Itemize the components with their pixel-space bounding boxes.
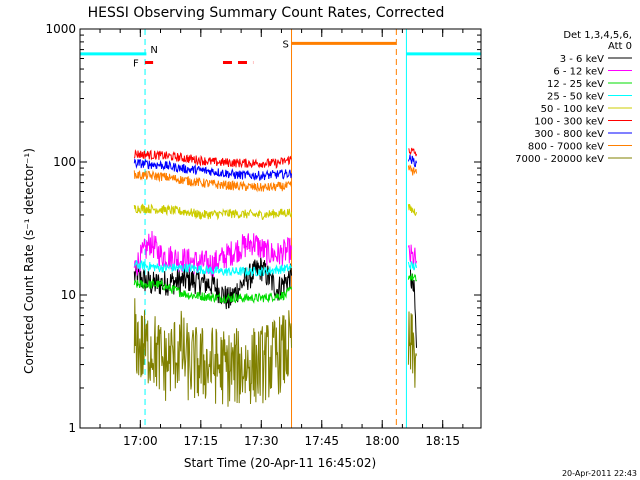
legend-title: Det 1,3,4,5,6, <box>563 30 632 41</box>
series-line <box>133 170 292 193</box>
legend-entry-label: 800 - 7000 keV <box>528 142 604 153</box>
y-tick-label: 1000 <box>45 22 76 36</box>
legend-entry-label: 25 - 50 keV <box>547 92 604 103</box>
plot-frame <box>79 28 482 429</box>
legend: Det 1,3,4,5,6,Att 0 3 - 6 keV 6 - 12 keV12… <box>515 30 632 165</box>
series-line <box>409 267 417 348</box>
series-line <box>407 154 417 168</box>
series-line <box>133 158 292 181</box>
y-tick-label: 1 <box>68 421 76 435</box>
series-line <box>407 244 417 267</box>
legend-title: Att 0 <box>608 41 632 52</box>
series-line <box>133 298 292 407</box>
series-line <box>133 149 292 169</box>
series-line <box>407 164 417 176</box>
y-axis-label: Corrected Count Rate (s⁻¹ detector⁻¹) <box>22 148 36 374</box>
series-line <box>407 311 417 388</box>
x-tick-label: 18:00 <box>365 434 400 448</box>
saa-flag-label: S <box>283 39 289 50</box>
series-line <box>133 260 292 278</box>
night-flag-label: N <box>150 45 157 56</box>
series-line <box>407 204 417 217</box>
series-line <box>407 273 417 282</box>
y-tick-label: 100 <box>53 155 76 169</box>
x-axis-label: Start Time (20-Apr-11 16:45:02) <box>184 456 376 470</box>
legend-entry-label: 50 - 100 keV <box>541 104 605 115</box>
series-line <box>133 203 292 221</box>
x-tick-label: 17:00 <box>123 434 158 448</box>
legend-entry-label: 12 - 25 keV <box>547 79 604 90</box>
series-line <box>408 147 417 157</box>
x-tick-label: 17:30 <box>244 434 279 448</box>
flare-flag-label: F <box>133 58 139 69</box>
x-tick-label: 17:15 <box>184 434 219 448</box>
legend-entry-label: 7000 - 20000 keV <box>515 154 604 165</box>
chart-title: HESSI Observing Summary Count Rates, Cor… <box>88 5 445 21</box>
y-tick-label: 10 <box>61 288 76 302</box>
timestamp: 20-Apr-2011 22:43 <box>562 469 637 478</box>
series-line <box>407 261 417 271</box>
x-tick-label: 17:45 <box>304 434 339 448</box>
plot-area: 1 10 100 1000 17:00 17:15 17:30 17:45 18:00 18:15… <box>45 22 482 448</box>
legend-entry-label: 100 - 300 keV <box>534 117 604 128</box>
series-line <box>133 278 292 304</box>
legend-entry-label: 3 - 6 keV <box>560 54 604 65</box>
legend-entry-label: 6 - 12 keV <box>553 67 604 78</box>
x-tick-label: 18:15 <box>425 434 460 448</box>
legend-entry-label: 300 - 800 keV <box>534 129 604 140</box>
